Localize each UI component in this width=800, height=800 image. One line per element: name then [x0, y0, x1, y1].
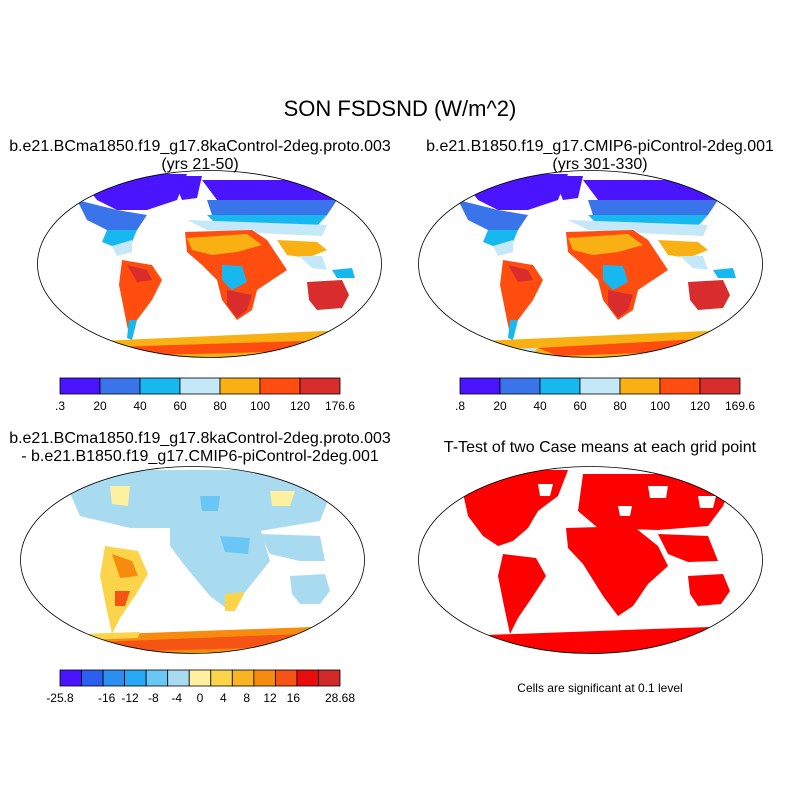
colorbar-tick-label: 120 — [690, 399, 710, 413]
panel-title-case2-line1: b.e21.B1850.f19_g17.CMIP6-piControl-2deg… — [426, 138, 774, 155]
colorbar-swatch — [102, 669, 126, 687]
colorbar-swatch — [219, 377, 261, 395]
map-case2-field — [448, 174, 748, 358]
colorbar-swatch — [145, 669, 169, 687]
colorbar-tick-label: 20 — [93, 399, 107, 413]
colorbar-tick-label: 0 — [197, 691, 204, 705]
colorbar-swatch — [231, 669, 255, 687]
panel-title-ttest: T-Test of two Case means at each grid po… — [443, 439, 757, 456]
colorbar-swatch — [499, 377, 541, 395]
colorbar-tick-label: 8 — [243, 691, 250, 705]
colorbar-swatch — [139, 377, 181, 395]
panel-title-case2: b.e21.B1850.f19_g17.CMIP6-piControl-2deg… — [400, 138, 800, 174]
colorbar-tick-label: 28.68 — [325, 691, 355, 705]
colorbar-tick-label: 60 — [173, 399, 187, 413]
colorbar-swatch — [318, 669, 341, 687]
panel-title-case1: b.e21.BCma1850.f19_g17.8kaControl-2deg.p… — [0, 138, 400, 174]
map-diff-field — [50, 470, 350, 654]
colorbar-swatch — [619, 377, 661, 395]
colorbar-tick-label: -4 — [171, 691, 182, 705]
colorbar-tick-label: 120 — [290, 399, 310, 413]
colorbar-case1: .3 20 40 60 80 100 120 176.6 — [55, 377, 355, 413]
map-case2 — [418, 170, 763, 358]
colorbar-swatch — [699, 377, 741, 395]
colorbar-tick-label: 40 — [133, 399, 147, 413]
colorbar-tick-label: 12 — [263, 691, 277, 705]
colorbar-swatch — [167, 669, 190, 687]
colorbar-tick-label: .3 — [55, 399, 65, 413]
colorbar-tick-label: 80 — [213, 399, 227, 413]
colorbar-tick-label: 169.6 — [725, 399, 755, 413]
colorbar-case2: .8 20 40 60 80 100 120 169.6 — [455, 377, 755, 413]
colorbar-swatch — [59, 669, 82, 687]
colorbar-tick-label: 100 — [650, 399, 670, 413]
map-case1 — [37, 170, 382, 358]
ttest-significance-note: Cells are significant at 0.1 level — [517, 681, 683, 695]
colorbar-swatch — [99, 377, 141, 395]
colorbar-swatch — [179, 377, 221, 395]
colorbar-swatch — [81, 669, 104, 687]
colorbar-tick-label: -12 — [121, 691, 139, 705]
colorbar-tick-label: 16 — [287, 691, 301, 705]
colorbar-tick-label: 40 — [533, 399, 547, 413]
figure-title: SON FSDSND (W/m^2) — [283, 96, 517, 121]
colorbar-swatch — [124, 669, 147, 687]
colorbar-tick-label: .8 — [455, 399, 465, 413]
colorbar-tick-label: 100 — [250, 399, 270, 413]
panel-title-diff-line2: - b.e21.B1850.f19_g17.CMIP6-piControl-2d… — [21, 448, 379, 465]
panel-title-case2-line2: (yrs 301-330) — [552, 156, 648, 173]
map-ttest-field — [448, 470, 753, 654]
colorbar-tick-label: -8 — [148, 691, 159, 705]
panel-title-case1-line2: (yrs 21-50) — [161, 156, 239, 173]
map-diff — [20, 466, 365, 654]
colorbar-swatch — [274, 669, 298, 687]
panel-title-diff-line1: b.e21.BCma1850.f19_g17.8kaControl-2deg.p… — [9, 430, 391, 447]
colorbar-tick-label: 60 — [573, 399, 587, 413]
colorbar-tick-label: 20 — [493, 399, 507, 413]
colorbar-swatch — [539, 377, 581, 395]
map-case1-field — [67, 174, 367, 358]
colorbar-tick-label: 80 — [613, 399, 627, 413]
colorbar-swatch — [459, 377, 501, 395]
colorbar-swatch — [299, 377, 341, 395]
colorbar-swatch — [188, 669, 212, 687]
colorbar-diff: -25.8 -16 -12 -8 -4 0 4 8 12 16 28.68 — [46, 669, 355, 705]
colorbar-swatch — [296, 669, 319, 687]
colorbar-swatch — [659, 377, 701, 395]
colorbar-tick-label: -25.8 — [46, 691, 74, 705]
colorbar-swatch — [253, 669, 276, 687]
colorbar-tick-label: 4 — [220, 691, 227, 705]
panel-title-diff: b.e21.BCma1850.f19_g17.8kaControl-2deg.p… — [0, 430, 400, 466]
colorbar-tick-label: 176.6 — [325, 399, 355, 413]
colorbar-swatch — [259, 377, 301, 395]
panel-title-case1-line1: b.e21.BCma1850.f19_g17.8kaControl-2deg.p… — [9, 138, 391, 155]
colorbar-swatch — [210, 669, 233, 687]
map-ttest — [418, 466, 763, 654]
colorbar-tick-label: -16 — [98, 691, 116, 705]
colorbar-swatch — [59, 377, 101, 395]
colorbar-swatch — [579, 377, 621, 395]
